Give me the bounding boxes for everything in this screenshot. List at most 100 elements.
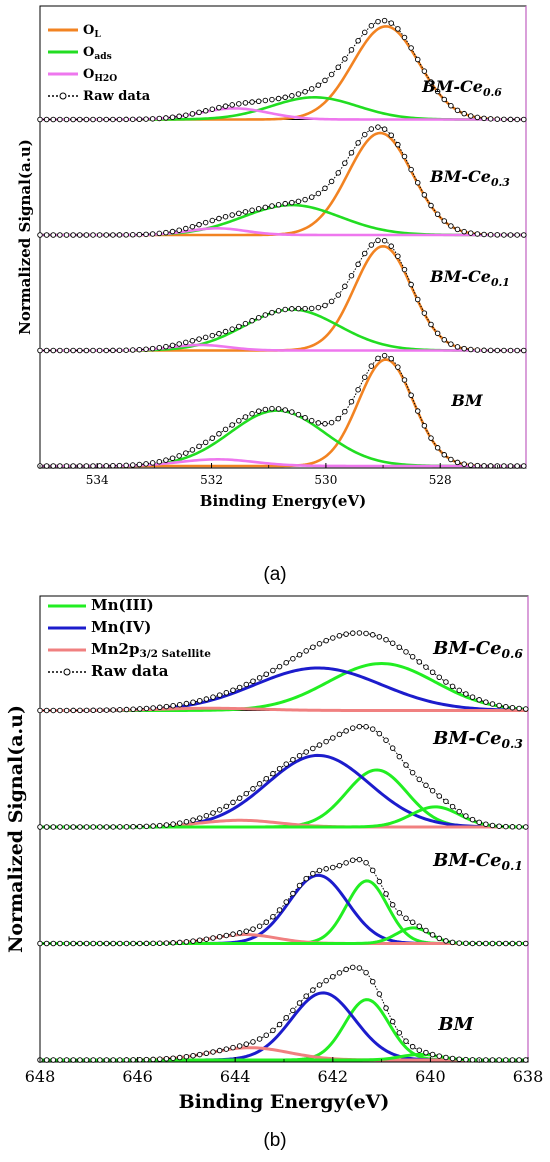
- raw-data-point: [448, 102, 454, 109]
- raw-data-point: [487, 116, 494, 122]
- raw-data-point: [149, 231, 156, 237]
- raw-data-point: [330, 635, 336, 641]
- raw-data-point: [343, 860, 349, 866]
- raw-data-point: [77, 1057, 83, 1063]
- raw-data-point: [443, 798, 449, 805]
- raw-data-point: [116, 462, 123, 469]
- raw-data-point: [336, 862, 343, 869]
- raw-data-point: [516, 824, 522, 830]
- raw-data-point: [216, 934, 223, 940]
- raw-data-point: [428, 321, 434, 328]
- raw-data-point: [516, 705, 522, 712]
- raw-data-point: [356, 630, 363, 636]
- raw-data-point: [96, 116, 103, 123]
- raw-data-point: [57, 347, 63, 354]
- raw-data-point: [123, 824, 130, 830]
- raw-data-point: [176, 701, 183, 708]
- raw-data-point: [157, 704, 163, 711]
- raw-data-point: [509, 1057, 516, 1063]
- raw-data-point: [210, 694, 216, 700]
- raw-data-point: [249, 99, 255, 105]
- raw-data-point: [429, 787, 436, 794]
- raw-data-point: [363, 630, 369, 637]
- raw-data-point: [230, 931, 236, 937]
- raw-data-point: [514, 463, 520, 469]
- raw-data-point: [335, 292, 341, 298]
- raw-data-point: [270, 1027, 276, 1034]
- x-tick-label: 534: [86, 473, 109, 487]
- raw-data-point: [97, 707, 103, 713]
- raw-data-point: [110, 232, 116, 238]
- raw-data-point: [216, 330, 222, 337]
- raw-data-point: [328, 71, 335, 78]
- raw-data-point: [521, 463, 527, 469]
- raw-data-point: [203, 696, 210, 702]
- raw-data-point: [57, 940, 63, 947]
- raw-data-point: [90, 232, 96, 238]
- raw-data-point: [236, 323, 242, 330]
- raw-data-point: [501, 347, 507, 354]
- raw-data-point: [143, 346, 149, 352]
- raw-data-point: [448, 456, 454, 463]
- raw-data-point: [408, 281, 414, 288]
- raw-data-point: [381, 17, 388, 24]
- raw-data-point: [282, 94, 288, 101]
- raw-data-point: [401, 377, 408, 383]
- raw-data-point: [303, 749, 309, 755]
- raw-data-point: [203, 813, 210, 819]
- raw-data-point: [189, 338, 196, 344]
- raw-data-point: [343, 966, 349, 973]
- raw-data-point: [275, 308, 282, 314]
- raw-data-point: [335, 64, 341, 70]
- raw-data-point: [514, 347, 520, 354]
- component-curve-mn4: [40, 873, 528, 945]
- raw-data-point: [229, 102, 235, 108]
- raw-data-point: [416, 659, 423, 665]
- raw-data-point: [110, 940, 116, 947]
- raw-data-point: [43, 463, 50, 469]
- raw-data-point: [356, 856, 363, 863]
- raw-data-point: [196, 815, 203, 821]
- raw-data-point: [474, 231, 481, 237]
- raw-data-point: [483, 821, 489, 827]
- raw-data-point: [63, 940, 70, 947]
- raw-data-point: [388, 355, 395, 362]
- raw-data-point: [223, 803, 230, 810]
- raw-data-point: [343, 631, 349, 637]
- raw-data-point: [37, 707, 43, 714]
- raw-data-point: [236, 210, 242, 217]
- raw-data-point: [429, 1051, 436, 1058]
- raw-data-point: [296, 882, 303, 889]
- raw-data-point: [403, 762, 409, 768]
- raw-data-point: [202, 334, 209, 341]
- raw-data-point: [176, 453, 182, 459]
- raw-data-point: [63, 824, 70, 830]
- raw-data-point: [256, 1036, 263, 1042]
- raw-data-point: [376, 991, 383, 997]
- raw-data-point: [415, 408, 421, 414]
- raw-data-point: [157, 1056, 163, 1062]
- x-tick-label: 644: [220, 1067, 251, 1086]
- raw-data-point: [156, 115, 163, 122]
- legend-label-mn3: Mn(III): [91, 596, 154, 614]
- raw-data-point: [342, 56, 348, 62]
- raw-data-point: [449, 939, 456, 946]
- raw-data-point: [501, 232, 507, 238]
- raw-data-point: [50, 463, 57, 469]
- raw-data-point: [157, 822, 163, 829]
- raw-data-point: [70, 463, 76, 469]
- raw-data-point: [216, 215, 222, 222]
- x-tick-label: 640: [415, 1067, 446, 1086]
- raw-data-point: [110, 463, 116, 469]
- raw-data-point: [323, 866, 329, 872]
- stack-label: BM-Ce0.6: [421, 77, 502, 99]
- raw-data-point: [276, 907, 283, 913]
- raw-data-point: [448, 341, 454, 347]
- raw-data-point: [170, 1055, 176, 1061]
- raw-data-point: [316, 982, 323, 988]
- raw-data-point: [328, 419, 335, 426]
- raw-data-point: [57, 232, 63, 238]
- legend-marker-raw: [59, 92, 67, 100]
- stack-3: BM: [37, 352, 527, 469]
- raw-data-point: [103, 347, 110, 354]
